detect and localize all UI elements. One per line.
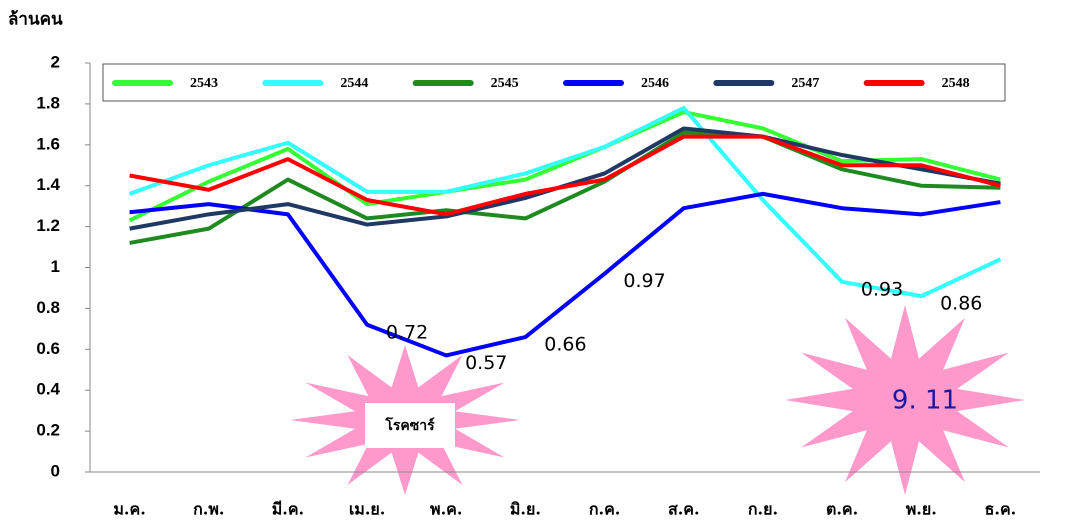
x-tick-label: มี.ค. <box>272 500 304 519</box>
annotation-box <box>365 403 455 448</box>
series-line <box>129 130 1001 245</box>
annotation: โรคซาร์ <box>384 416 435 434</box>
y-axis-label: ล้านคน <box>8 10 63 30</box>
x-tick-label: ม.ค. <box>113 500 145 519</box>
y-tick-label: 0.4 <box>36 380 60 399</box>
data-label: 0.66 <box>544 334 586 356</box>
data-label: 0.86 <box>940 293 982 315</box>
series-line <box>129 191 1001 358</box>
y-tick-label: 1 <box>51 257 60 276</box>
x-tick-label: ก.พ. <box>193 500 224 519</box>
data-label: 0.72 <box>386 321 428 343</box>
legend-label: 2547 <box>791 76 819 91</box>
y-tick-label: 0.2 <box>36 421 60 440</box>
x-tick-label: เม.ย. <box>349 500 386 519</box>
starburst <box>785 305 1025 495</box>
y-tick-label: 1.2 <box>36 216 60 235</box>
y-tick-label: 2 <box>51 52 60 71</box>
legend-label: 2546 <box>641 76 669 91</box>
y-tick-label: 1.8 <box>36 93 60 112</box>
data-label: 0.97 <box>623 270 665 292</box>
legend-label: 2548 <box>942 76 970 91</box>
y-tick-label: 1.6 <box>36 134 60 153</box>
annotation: 9. 11 <box>892 386 958 416</box>
series-line <box>129 126 1001 231</box>
x-tick-label: มิ.ย. <box>510 500 541 519</box>
y-tick-label: 1.4 <box>36 175 60 194</box>
x-tick-label: ก.ค. <box>589 500 621 519</box>
legend-label: 2543 <box>190 76 218 91</box>
series-line <box>128 110 1001 223</box>
legend-label: 2545 <box>491 76 519 91</box>
x-tick-label: ต.ค. <box>826 500 858 519</box>
legend-label: 2544 <box>340 76 368 91</box>
x-tick-label: ส.ค. <box>668 500 700 519</box>
y-tick-label: 0.6 <box>36 339 60 358</box>
x-tick-label: พ.ค. <box>430 500 462 519</box>
y-tick-label: 0 <box>51 461 60 480</box>
x-tick-label: ธ.ค. <box>985 500 1017 519</box>
x-tick-label: ก.ย. <box>748 500 778 519</box>
data-label: 0.93 <box>861 278 903 300</box>
data-label: 0.57 <box>465 352 507 374</box>
x-tick-label: พ.ย. <box>906 500 937 519</box>
series-line <box>128 105 1002 299</box>
y-tick-label: 0.8 <box>36 298 60 317</box>
series-line <box>129 134 1001 217</box>
legend-box <box>102 63 1006 102</box>
